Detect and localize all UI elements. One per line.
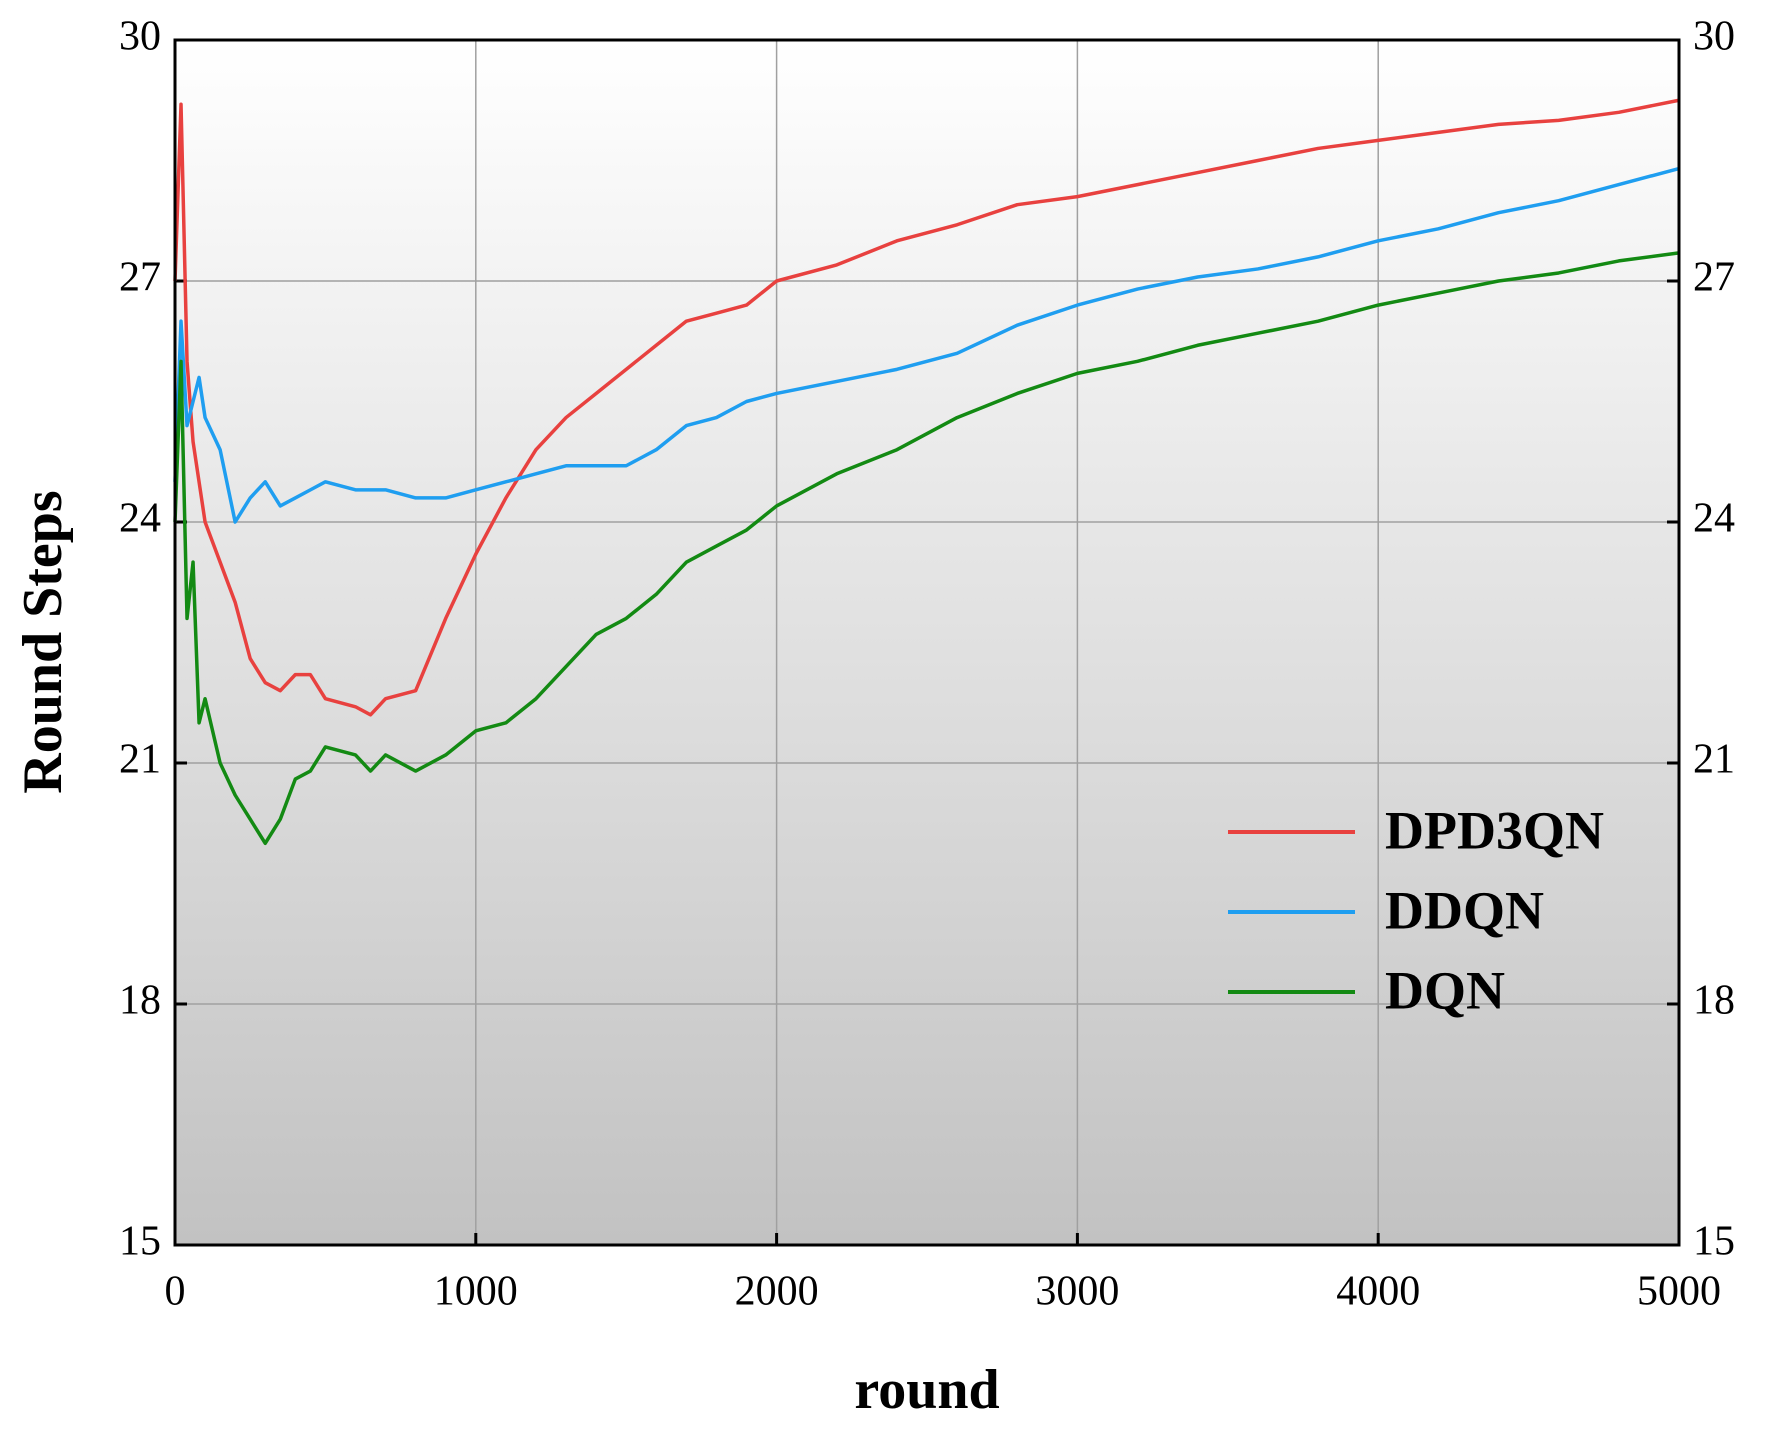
data-line	[173, 166, 1680, 524]
x-axis-title: round	[854, 1359, 999, 1421]
y2-tick-label: 18	[1693, 978, 1735, 1024]
x-tick-label: 5000	[1637, 1269, 1721, 1315]
x-tick-label: 3000	[1035, 1269, 1119, 1315]
x-tick-label: 0	[165, 1269, 186, 1315]
plot-frame	[173, 38, 1681, 1247]
legend-label: DDQN	[1385, 880, 1544, 940]
y-tick-label: 21	[119, 737, 161, 783]
y-axis-title: Round Steps	[12, 490, 74, 793]
y2-tick-label: 24	[1693, 496, 1735, 542]
x-tick-label: 1000	[434, 1269, 518, 1315]
y-tick-label: 27	[119, 255, 161, 301]
y2-tick-label: 15	[1693, 1219, 1735, 1265]
y-tick-label: 24	[119, 496, 161, 542]
y-tick-label: 18	[119, 978, 161, 1024]
y-tick-label: 15	[119, 1219, 161, 1265]
legend-label: DQN	[1385, 960, 1505, 1020]
y2-tick-label: 21	[1693, 737, 1735, 783]
data-line	[173, 98, 1680, 717]
legend-label: DPD3QN	[1385, 800, 1604, 860]
x-tick-label: 2000	[735, 1269, 819, 1315]
data-line	[173, 251, 1680, 846]
x-tick-label: 4000	[1336, 1269, 1420, 1315]
y2-tick-label: 30	[1693, 14, 1735, 60]
y2-tick-label: 27	[1693, 255, 1735, 301]
plot-background	[175, 40, 1679, 1245]
y-tick-label: 30	[119, 14, 161, 60]
